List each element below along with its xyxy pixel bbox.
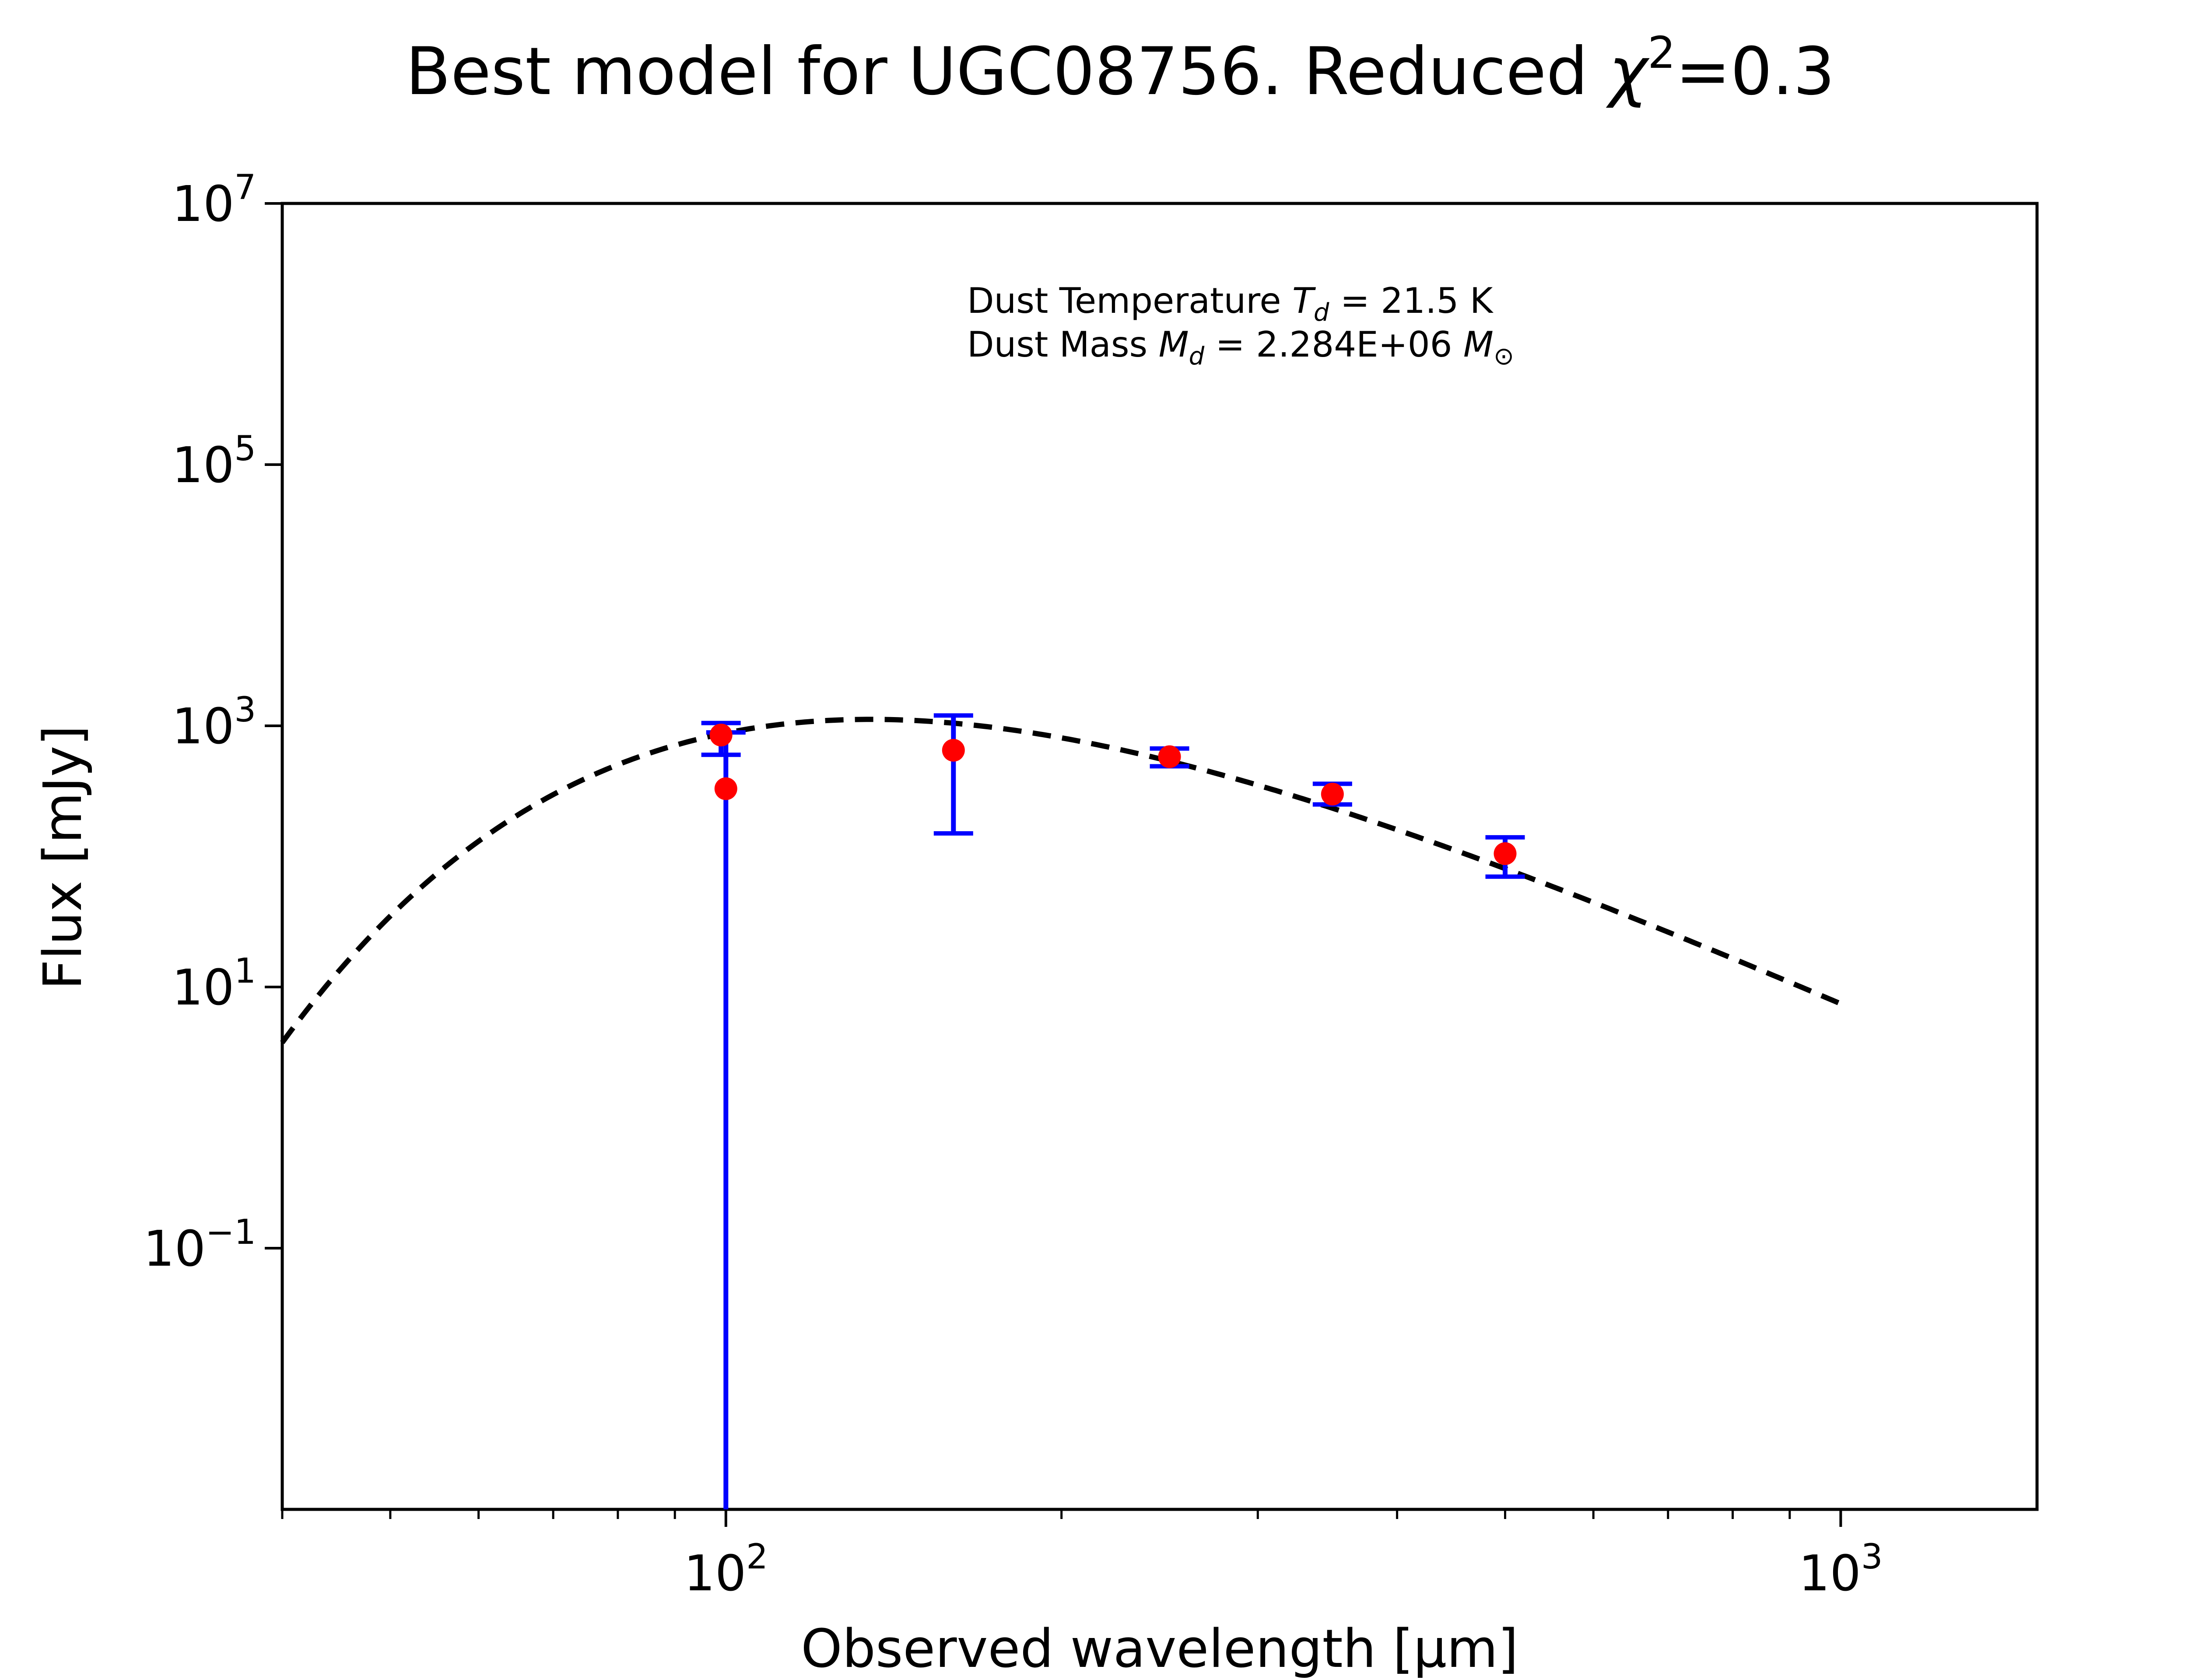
y-axis-ticks: 10−1 101 103 105 107 bbox=[144, 168, 282, 1278]
y-tick-label: 103 bbox=[172, 690, 256, 755]
y-axis-label: Flux [mJy] bbox=[33, 725, 94, 990]
data-point bbox=[942, 738, 965, 762]
dust-mass-annotation: Dust Mass Md = 2.284E+06 M⊙ bbox=[967, 324, 1514, 371]
data-point bbox=[709, 724, 733, 747]
x-tick-label: 103 bbox=[1799, 1537, 1883, 1602]
chart-title: Best model for UGC08756. Reduced χ2=0.3 bbox=[406, 27, 1835, 110]
data-point bbox=[1321, 783, 1344, 806]
x-axis-label: Observed wavelength [μm] bbox=[801, 1619, 1518, 1680]
data-point bbox=[714, 777, 737, 800]
data-point bbox=[1494, 842, 1517, 865]
y-tick-label: 107 bbox=[172, 168, 256, 233]
model-curve-line bbox=[280, 717, 1842, 1044]
y-tick-label: 10−1 bbox=[144, 1213, 256, 1278]
dust-temperature-annotation: Dust Temperature Td = 21.5 K bbox=[967, 280, 1494, 327]
y-tick-label: 105 bbox=[172, 429, 256, 494]
model-curve-group bbox=[280, 717, 1842, 1044]
x-tick-label: 102 bbox=[684, 1537, 768, 1602]
data-point bbox=[1158, 745, 1181, 768]
data-point-group bbox=[709, 724, 1517, 865]
y-tick-label: 101 bbox=[172, 952, 256, 1016]
plot-area-frame bbox=[281, 202, 2039, 1511]
x-axis-ticks: 102 103 bbox=[281, 1509, 1883, 1602]
